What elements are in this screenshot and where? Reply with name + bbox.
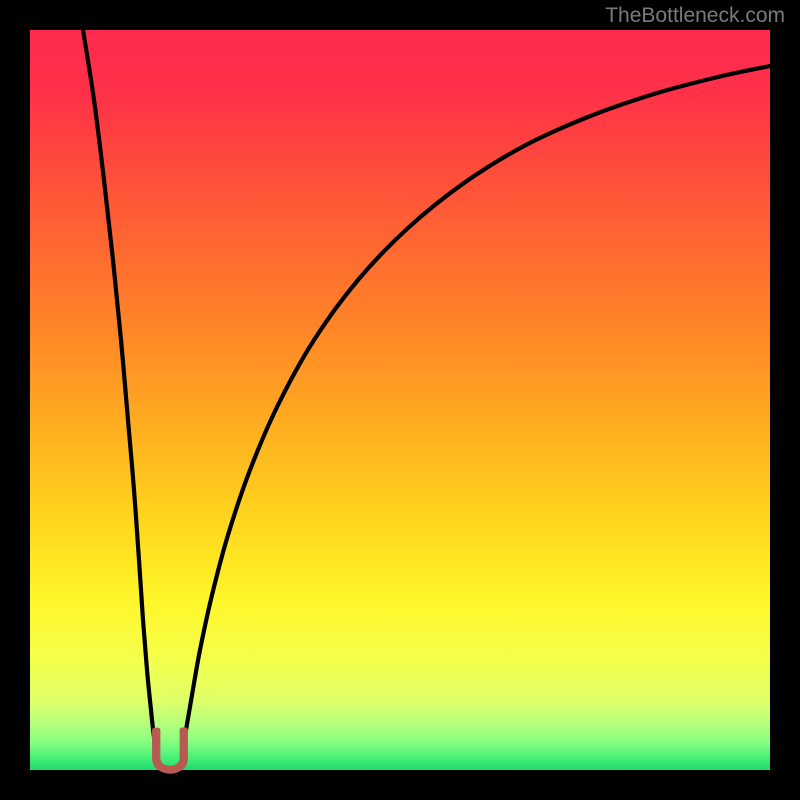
bottleneck-chart: ⋃ TheBottleneck.com [0,0,800,800]
plot-area [30,30,770,770]
watermark-text: TheBottleneck.com [605,4,785,27]
chart-svg: ⋃ TheBottleneck.com [0,0,800,800]
optimal-marker: ⋃ [151,721,189,773]
